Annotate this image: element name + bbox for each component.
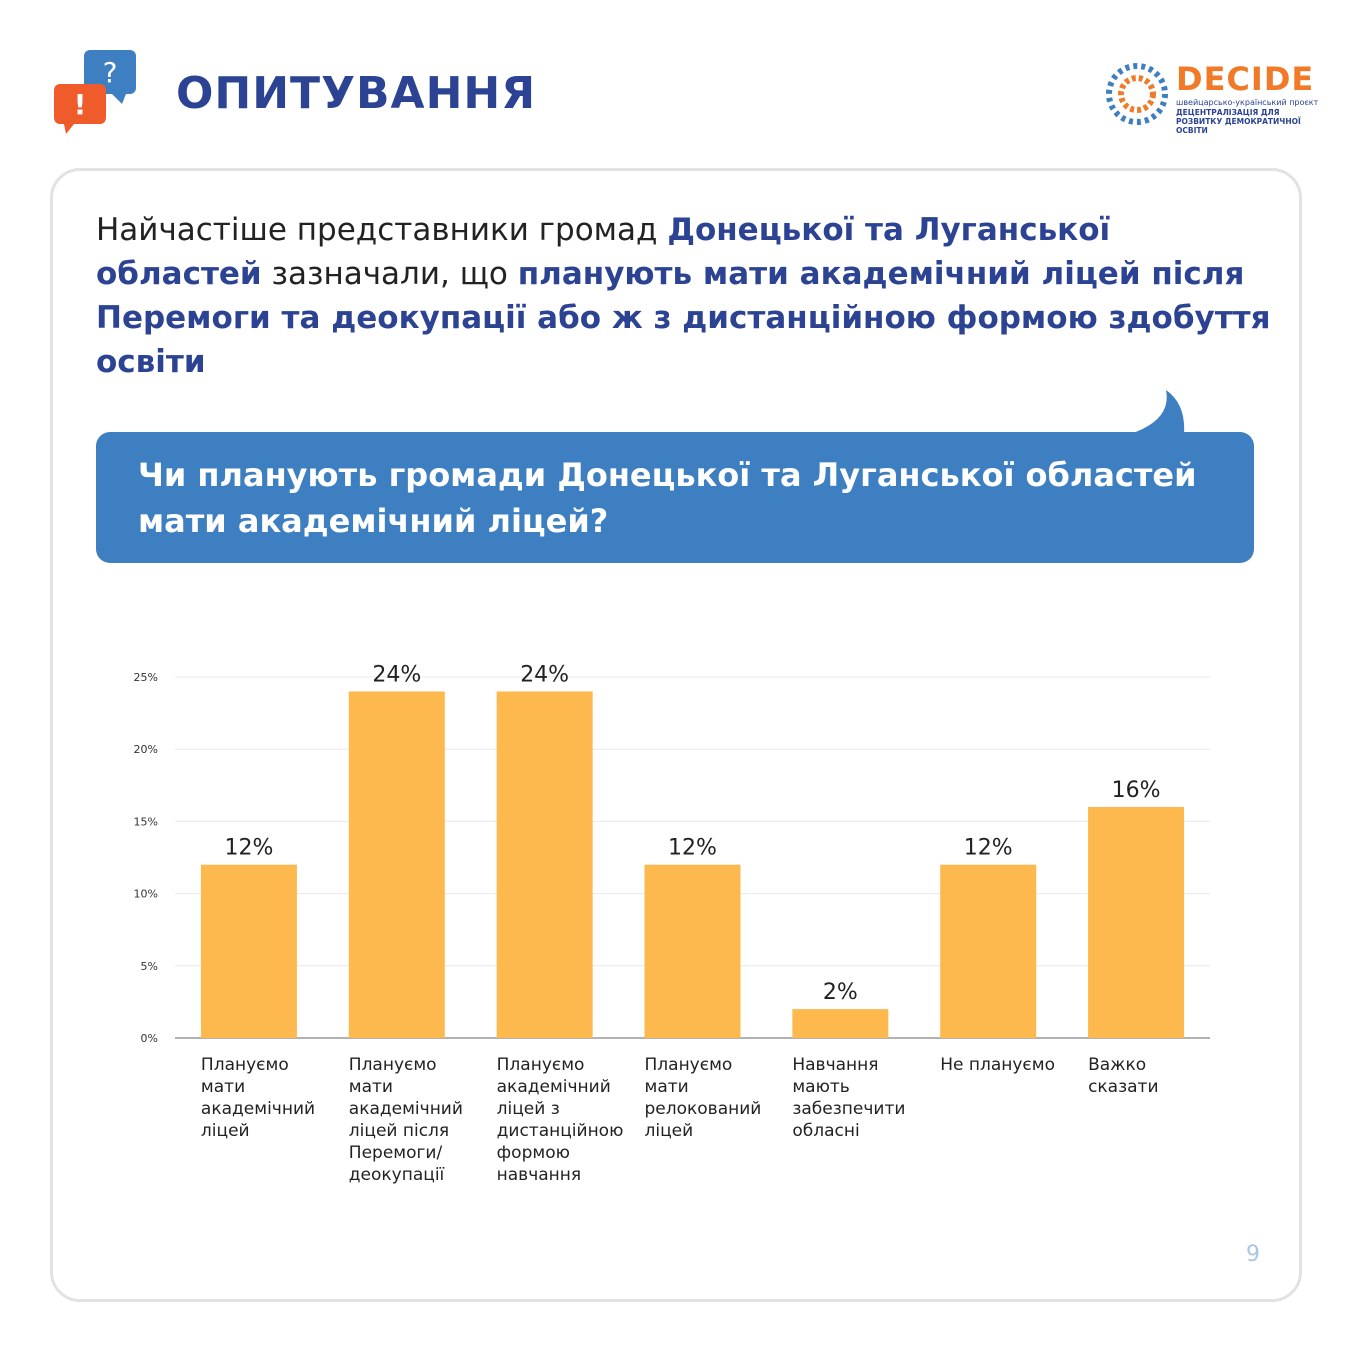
value-label: 24%	[372, 662, 421, 687]
value-label: 12%	[668, 836, 717, 861]
value-label: 2%	[823, 980, 858, 1005]
icon-tail	[112, 94, 126, 104]
x-tick-label: Плануємо мати академічний ліцей	[200, 1055, 316, 1141]
intro-text: Найчастіше представники громад	[96, 212, 668, 248]
intro-highlight: Донецької та Луганської областей	[96, 212, 1111, 292]
icon-exclamation: !	[74, 88, 87, 121]
bar	[644, 864, 741, 1038]
question-tail	[1130, 390, 1185, 434]
page-number: 9	[1246, 1242, 1260, 1267]
x-tick-label: Навчання мають забезпечити обласні	[792, 1055, 906, 1141]
bar	[200, 864, 297, 1038]
x-tick-label: Не плануємо	[940, 1055, 1055, 1075]
icon-bubble	[84, 50, 136, 94]
y-tick-label: 10%	[134, 888, 158, 901]
icon-tail	[64, 124, 74, 134]
bar	[496, 691, 593, 1038]
bar	[1088, 806, 1185, 1038]
intro-text: зазначали, що	[261, 256, 518, 292]
question-box	[96, 432, 1254, 563]
value-label: 16%	[1112, 778, 1161, 803]
y-tick-label: 15%	[134, 815, 158, 828]
logo-subtitle: швейцарсько-український проєкт	[1176, 98, 1319, 107]
icon-bubble	[54, 84, 106, 124]
bar	[792, 1009, 889, 1038]
x-tick-label: Плануємо мати академічний ліцей після Пе…	[348, 1055, 463, 1185]
question: Чи планують громади Донецької та Лугансь…	[138, 456, 1197, 540]
y-tick-label: 0%	[141, 1032, 158, 1045]
y-tick-label: 20%	[134, 743, 158, 756]
y-tick-label: 5%	[141, 960, 158, 973]
intro-highlight: планують мати академічний ліцей після Пе…	[96, 256, 1271, 380]
bar	[940, 864, 1037, 1038]
x-tick-label: Важко сказати	[1088, 1055, 1159, 1097]
page-title: ОПИТУВАННЯ	[176, 68, 537, 119]
value-label: 12%	[964, 836, 1013, 861]
intro: Найчастіше представники громад Донецької…	[96, 208, 1276, 384]
y-tick-label: 25%	[134, 671, 158, 684]
logo-mark	[1106, 63, 1168, 125]
logo-name: DECIDE	[1176, 60, 1315, 98]
value-label: 12%	[224, 836, 273, 861]
logo-description: ДЕЦЕНТРАЛІЗАЦІЯ ДЛЯ РОЗВИТКУ ДЕМОКРАТИЧН…	[1176, 108, 1301, 135]
value-label: 24%	[520, 662, 569, 687]
x-tick-label: Плануємо академічний ліцей з дистанційно…	[496, 1055, 624, 1185]
bar	[348, 691, 445, 1038]
icon-question: ?	[103, 56, 118, 89]
card	[50, 168, 1302, 1302]
x-tick-label: Плануємо мати релокований ліцей	[644, 1055, 762, 1141]
